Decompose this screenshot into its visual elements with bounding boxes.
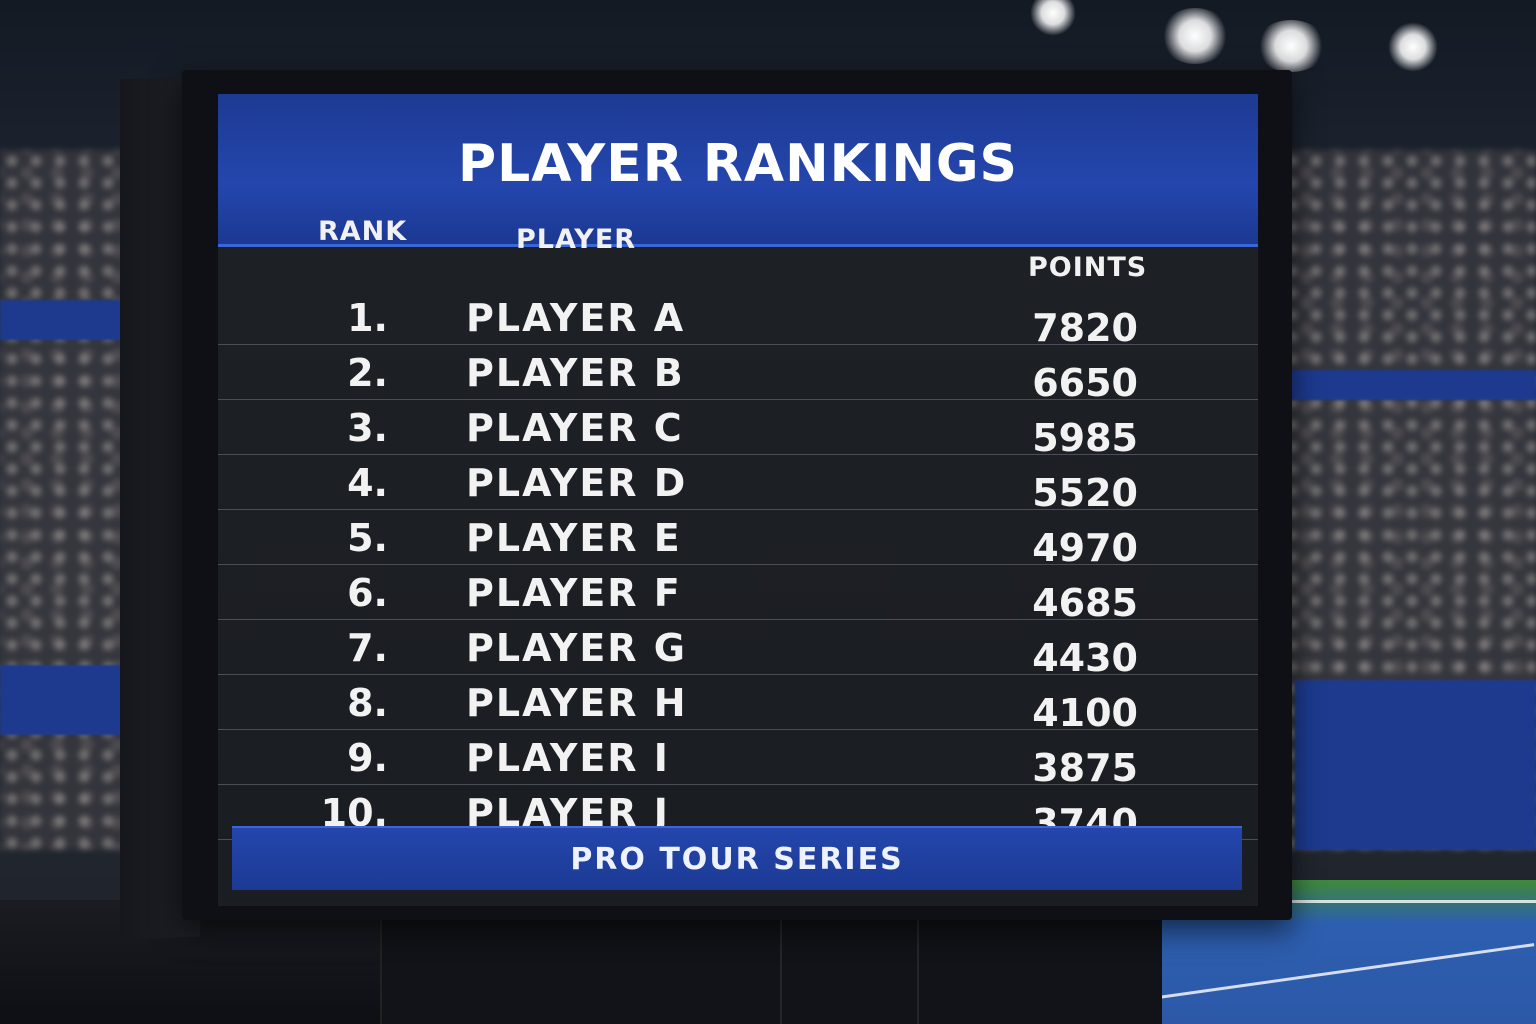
rank-number: 4. [347,461,388,505]
footer-bar: PRO TOUR SERIES [232,826,1242,890]
player-column-header: PLAYER [516,224,637,255]
player-points: 4970 [1032,526,1138,570]
pedestal-seam [780,880,782,1024]
stadium-wall-right [1295,680,1536,850]
player-name: PLAYER D [466,461,688,505]
stadium-band-right [1290,370,1536,400]
board-title: PLAYER RANKINGS [458,134,1018,194]
rank-number: 6. [347,571,388,615]
rank-number: 2. [347,351,388,395]
ranking-row: 6. PLAYER F 4685 [218,565,1258,625]
ranking-row: 5. PLAYER E 4970 [218,510,1258,570]
rank-number: 1. [347,296,388,340]
player-name: PLAYER C [466,406,684,450]
crowd-left [0,150,130,850]
scoreboard-screen: PLAYER RANKINGS RANK PLAYER POINTS 1. PL… [218,94,1258,906]
points-column-header: POINTS [1028,252,1148,283]
rank-number: 9. [347,736,388,780]
stadium-band-left [0,300,130,340]
ranking-row: 4. PLAYER D 5520 [218,455,1258,515]
player-name: PLAYER E [466,516,682,560]
player-points: 3875 [1032,746,1138,790]
player-name: PLAYER F [466,571,682,615]
rankings-list: 1. PLAYER A 7820 2. PLAYER B 6650 3. PLA… [218,290,1258,845]
player-points: 4100 [1032,691,1138,735]
rank-number: 7. [347,626,388,670]
stadium-light [1030,0,1076,36]
player-name: PLAYER I [466,736,670,780]
rank-number: 8. [347,681,388,725]
player-name: PLAYER G [466,626,687,670]
player-points: 5985 [1032,416,1138,460]
stadium-light [1255,20,1327,72]
stadium-wall-left [0,665,130,735]
player-name: PLAYER A [466,296,686,340]
rank-number: 5. [347,516,388,560]
ranking-row: 7. PLAYER G 4430 [218,620,1258,680]
player-name: PLAYER H [466,681,688,725]
scoreboard: PLAYER RANKINGS RANK PLAYER POINTS 1. PL… [182,70,1292,920]
stadium-light [1388,22,1438,72]
pedestal-seam [917,880,919,1024]
court-line [1190,900,1536,903]
player-name: PLAYER B [466,351,685,395]
player-points: 5520 [1032,471,1138,515]
ranking-row: 8. PLAYER H 4100 [218,675,1258,735]
title-bar: PLAYER RANKINGS [218,94,1258,247]
player-points: 7820 [1032,306,1138,350]
board-footer: PRO TOUR SERIES [570,842,904,877]
ranking-row: 2. PLAYER B 6650 [218,345,1258,405]
rank-number: 3. [347,406,388,450]
player-points: 6650 [1032,361,1138,405]
stadium-light [1160,8,1230,64]
ranking-row: 9. PLAYER I 3875 [218,730,1258,790]
ranking-row: 3. PLAYER C 5985 [218,400,1258,460]
rank-column-header: RANK [318,216,408,247]
ranking-row: 1. PLAYER A 7820 [218,290,1258,350]
player-points: 4430 [1032,636,1138,680]
court-line [1151,943,1535,1000]
player-points: 4685 [1032,581,1138,625]
